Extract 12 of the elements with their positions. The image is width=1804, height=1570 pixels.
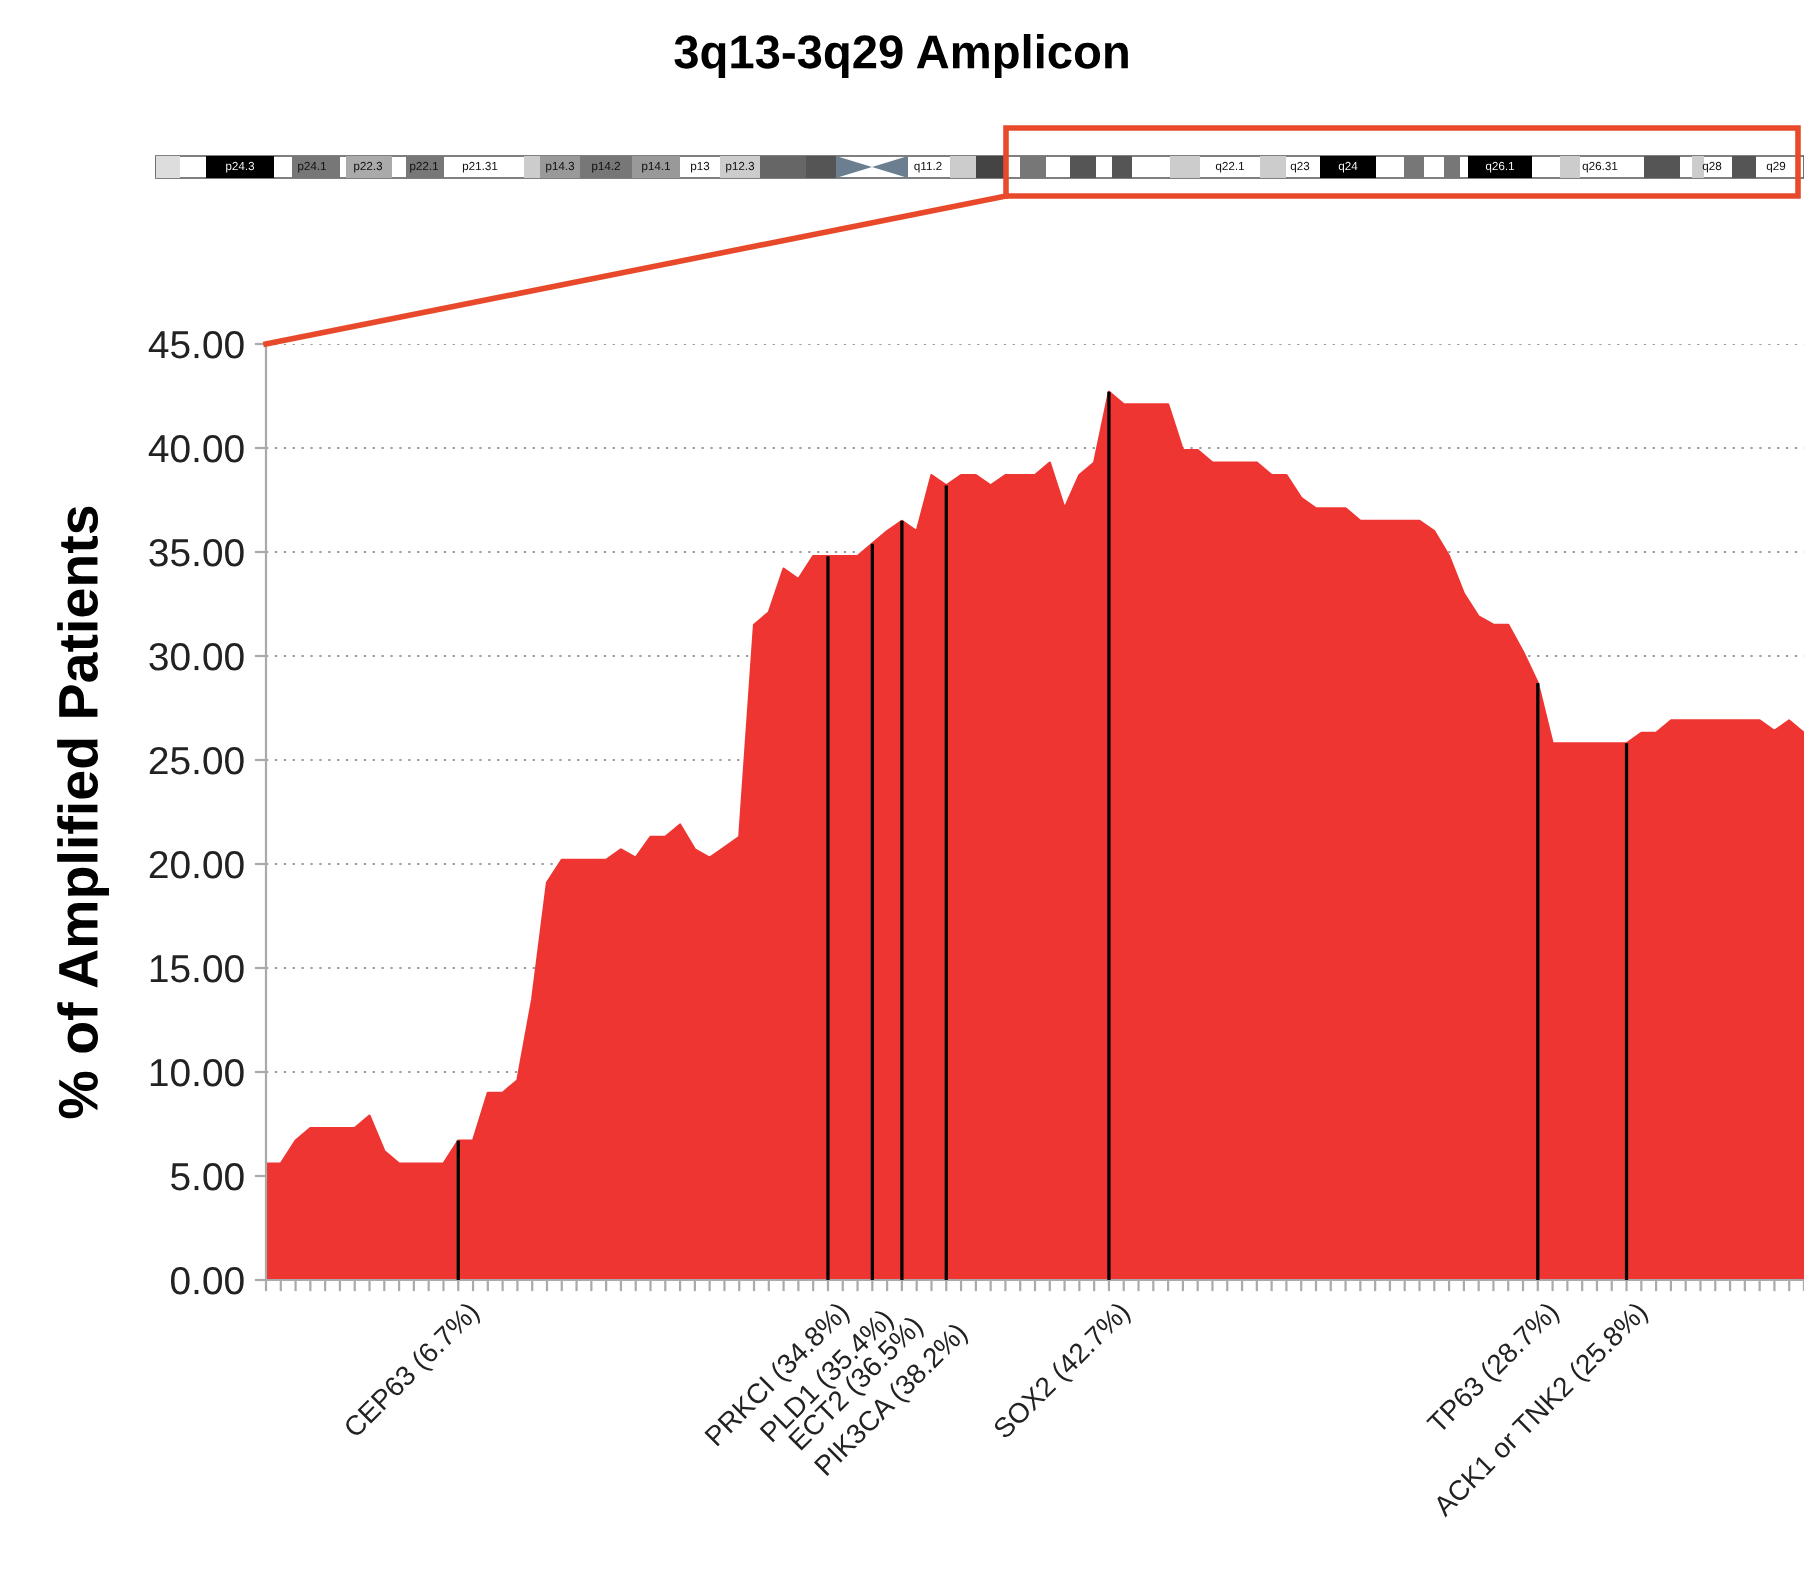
y-tick-label: 40.00 [148,434,244,463]
y-tick-label: 45.00 [148,330,244,359]
y-tick-label: 5.00 [171,1162,244,1191]
y-tick-label: 30.00 [149,642,244,671]
y-tick-label: 15.00 [150,954,244,983]
y-tick-label: 10.00 [150,1058,244,1087]
chart-title: 3q13-3q29 Amplicon [674,33,1128,79]
y-tick-label: 25.00 [149,746,244,775]
y-tick-label: 35.00 [149,538,244,567]
y-tick-label: 0.00 [171,1266,244,1295]
y-axis-title: % of Amplified Patients [57,506,109,1119]
y-tick-label: 20.00 [149,850,244,879]
